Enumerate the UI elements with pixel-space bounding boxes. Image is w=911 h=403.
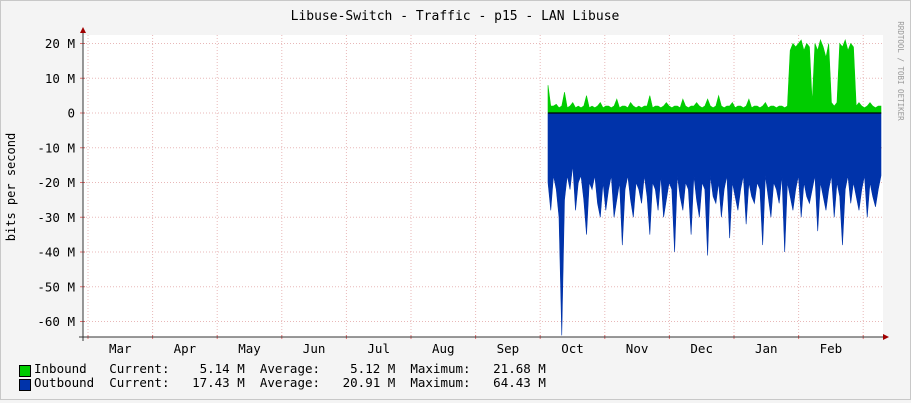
- inbound-current-value: 5.14 M: [199, 361, 245, 376]
- outbound-average-label: Average:: [259, 375, 321, 390]
- outbound-average-value: 20.91 M: [342, 375, 396, 390]
- y-axis-label: bits per second: [4, 133, 18, 241]
- outbound-area: [547, 112, 882, 336]
- x-tick-label: Mar: [109, 341, 132, 356]
- x-tick-label: May: [238, 341, 261, 356]
- outbound-name: Outbound: [34, 375, 95, 390]
- x-tick-label: Oct: [561, 341, 584, 356]
- inbound-average-value: 5.12 M: [350, 361, 396, 376]
- x-tick-label: Jun: [303, 341, 326, 356]
- rrdtool-credit: RRDTOOL / TOBI OETIKER: [896, 21, 905, 121]
- inbound-area: [547, 39, 882, 114]
- y-tick-label: -40 M: [37, 245, 75, 260]
- x-tick-label: Dec: [690, 341, 713, 356]
- x-tick-labels: Mar Apr May Jun Jul Aug Sep Oct Nov Dec Jan Feb: [109, 341, 842, 356]
- y-tick-label: -50 M: [37, 279, 75, 294]
- x-tick-label: Jan: [755, 341, 778, 356]
- outbound-swatch: [19, 379, 31, 391]
- y-tick-label: 20 M: [45, 36, 75, 51]
- inbound-name: Inbound: [34, 361, 87, 376]
- data-areas: [547, 39, 882, 336]
- chart-title: Libuse-Switch - Traffic - p15 - LAN Libu…: [291, 9, 620, 24]
- y-tick-label: -10 M: [37, 140, 75, 155]
- outbound-legend-row: Outbound Current: 17.43 M Average: 20.91…: [34, 375, 546, 390]
- inbound-legend-row: Inbound Current: 5.14 M Average: 5.12 M …: [34, 361, 546, 376]
- x-axis-arrow: [883, 334, 889, 340]
- outbound-maximum-label: Maximum:: [410, 375, 471, 390]
- inbound-current-label: Current:: [109, 361, 170, 376]
- x-tick-label: Aug: [432, 341, 455, 356]
- axes: [79, 27, 889, 341]
- y-tick-label: -30 M: [37, 210, 75, 225]
- outbound-current-label: Current:: [109, 375, 170, 390]
- inbound-maximum-value: 21.68 M: [493, 361, 546, 376]
- inbound-average-label: Average:: [259, 361, 321, 376]
- outbound-current-value: 17.43 M: [192, 375, 245, 390]
- y-tick-label: -60 M: [37, 314, 75, 329]
- x-tick-label: Feb: [820, 341, 843, 356]
- y-axis-arrow: [80, 27, 86, 33]
- outbound-maximum-value: 64.43 M: [493, 375, 546, 390]
- x-tick-label: Sep: [497, 341, 520, 356]
- inbound-maximum-label: Maximum:: [410, 361, 471, 376]
- y-tick-labels: 20 M 10 M 0 -10 M -20 M -30 M -40 M -50 M -60 M: [37, 36, 75, 329]
- y-tick-label: 10 M: [45, 71, 75, 86]
- y-tick-label: -20 M: [37, 175, 75, 190]
- inbound-swatch: [19, 365, 31, 377]
- y-tick-label: 0: [67, 106, 75, 121]
- x-tick-label: Nov: [626, 341, 649, 356]
- x-tick-label: Apr: [174, 341, 197, 356]
- x-tick-label: Jul: [367, 341, 390, 356]
